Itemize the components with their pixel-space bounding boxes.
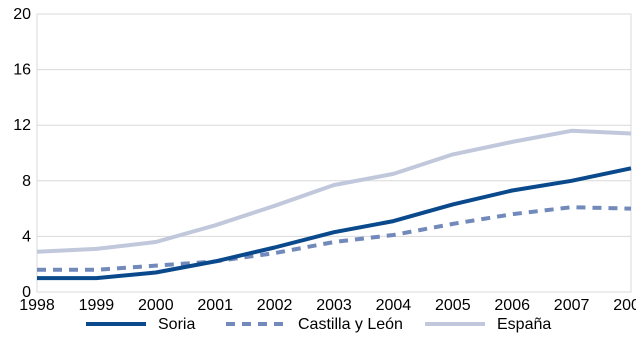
x-axis-ticks: 1998 1999 2000 2001 2002 2003 2004 2005 2006 2007… xyxy=(19,297,636,314)
legend-label: Castilla y León xyxy=(298,316,403,333)
legend-label: Soria xyxy=(158,316,195,333)
series-line-castilla-y-león xyxy=(37,205,632,272)
x-tick-label: 2008 xyxy=(613,297,636,314)
series-line-soria xyxy=(37,166,632,281)
x-tick-label: 1999 xyxy=(79,297,115,314)
y-tick-label: 12 xyxy=(13,117,31,134)
legend: Soria Castilla y León España xyxy=(86,316,551,333)
legend-item: Castilla y León xyxy=(226,316,403,333)
legend-item: Soria xyxy=(86,316,195,333)
x-tick-label: 2007 xyxy=(554,297,590,314)
series-lines xyxy=(36,128,632,281)
x-tick-label: 2005 xyxy=(435,297,471,314)
y-axis-ticks: 0 4 8 12 16 20 xyxy=(13,6,31,301)
x-tick-label: 2000 xyxy=(138,297,174,314)
legend-item: España xyxy=(425,316,551,333)
y-tick-label: 8 xyxy=(22,173,31,190)
x-tick-label: 2002 xyxy=(257,297,293,314)
plot-area xyxy=(36,13,632,293)
x-tick-label: 2001 xyxy=(197,297,233,314)
series-line-españa xyxy=(36,128,632,254)
legend-label: España xyxy=(497,316,551,333)
plot-frame xyxy=(36,13,632,293)
y-tick-label: 4 xyxy=(22,228,31,245)
x-tick-label: 2003 xyxy=(316,297,352,314)
x-tick-label: 1998 xyxy=(19,297,55,314)
y-tick-label: 16 xyxy=(13,62,31,79)
gridlines xyxy=(37,13,631,293)
x-tick-label: 2004 xyxy=(376,297,412,314)
y-tick-label: 0 xyxy=(22,284,31,301)
x-tick-label: 2006 xyxy=(494,297,530,314)
y-tick-label: 20 xyxy=(13,6,31,23)
